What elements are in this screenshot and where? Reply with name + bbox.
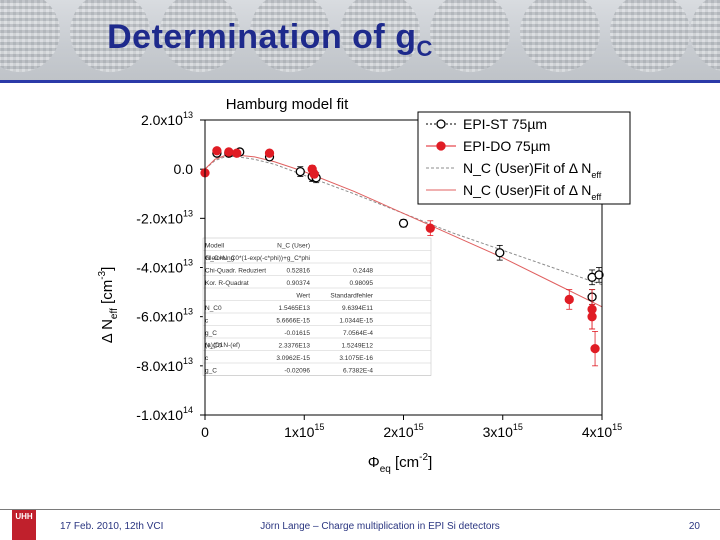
wafer-image (690, 0, 720, 72)
y-tick-label: -2.0x1013 (136, 208, 193, 226)
y-tick-label: -8.0x1013 (136, 356, 193, 374)
fit-table-cell: g_C (205, 330, 217, 337)
data-point-epi-do (590, 343, 600, 354)
legend-marker (436, 141, 446, 151)
legend-label: EPI-ST 75µm (463, 116, 547, 132)
legend-label: N_C (User)Fit of Δ Neff (463, 160, 602, 180)
fit-results-table: Modell N_C (User) GleichungN_C=N_C0*(1-exp… (202, 237, 432, 376)
fit-table-cell: g_C (205, 368, 217, 375)
fit-table-cell: Wert (296, 293, 310, 300)
data-point-epi-do (587, 312, 597, 322)
fit-table-cell: 6.7382E-4 (343, 368, 373, 375)
university-logo: UHH (12, 510, 36, 540)
y-tick-label: 2.0x1013 (141, 110, 193, 128)
data-point-epi-do (224, 147, 234, 157)
fit-table-cell: Gleichung (205, 255, 235, 262)
data-point-epi-do (232, 148, 242, 158)
fit-table-cell: N_C (User) (277, 243, 310, 250)
fit-table-cell: c (205, 318, 209, 325)
footer-divider (0, 509, 720, 510)
fit-table-cell: 1.5465E13 (279, 305, 311, 312)
data-point-epi-do (564, 294, 574, 305)
fit-table-cell: 3.0962E-15 (276, 355, 310, 362)
y-tick-label: -1.0x1014 (136, 405, 193, 423)
data-point-epi-st (594, 270, 604, 280)
fit-table-cell: 0.52816 (287, 268, 311, 275)
fit-table-cell: Modell (205, 243, 225, 250)
page-number: 20 (688, 521, 700, 532)
fit-table-cell: 3.1075E-16 (339, 355, 373, 362)
logo-text: UHH (15, 512, 33, 521)
y-tick-label: -6.0x1013 (136, 307, 193, 325)
data-point-epi-st (295, 166, 305, 177)
chart: Hamburg model fit 0 1x1015 2x1015 3x1015 4x1… (97, 96, 631, 475)
wafer-image (70, 0, 150, 72)
wafer-image (160, 0, 240, 72)
footer-talk-title: Jörn Lange – Charge multiplication in EP… (260, 521, 500, 532)
wafer-image (340, 0, 420, 72)
data-point-epi-do (425, 223, 435, 233)
fit-table-cell: 2.3376E13 (279, 343, 311, 350)
wafer-image (430, 0, 510, 72)
slide-title-text: Determination of g (107, 18, 417, 56)
data-point-epi-st (495, 248, 505, 258)
fit-table-cell: Chi-Quadr. Reduziert (205, 268, 266, 275)
y-tick-label: -4.0x1013 (136, 258, 193, 276)
fit-table-box (202, 237, 432, 376)
fit-table-cell: N_C=N_C0*(1-exp(-c*phi))+g_C*phi (206, 255, 310, 262)
fit-table-cell: 7.0564E-4 (343, 330, 373, 337)
fit-table-cell: -0.02096 (284, 368, 310, 375)
title-banner (0, 0, 720, 80)
data-point-epi-do (309, 169, 319, 179)
chart-title: Hamburg model fit (226, 96, 349, 113)
y-tick-label: 0.0 (174, 161, 194, 177)
fit-table-cell: 0.90374 (287, 280, 311, 287)
legend-label: N_C (User)Fit of Δ Neff (463, 182, 602, 202)
fit-table-row-label: (a)(D1N-(ef) (205, 342, 240, 349)
fit-table-cell: c (205, 355, 209, 362)
fit-curve (204, 155, 603, 286)
fit-table-cell: Kor. R-Quadrat (205, 280, 249, 287)
fit-table-cell: 9.6394E11 (342, 305, 373, 312)
title-divider (0, 80, 720, 83)
legend-label: EPI-DO 75µm (463, 138, 550, 154)
legend-box (417, 111, 631, 205)
fit-table-cell: -0.01615 (284, 330, 310, 337)
fit-table-cell: 1.5249E12 (342, 343, 374, 350)
footer-date: 17 Feb. 2010, 12th VCI (60, 521, 164, 532)
chart-legend: EPI-ST 75µm EPI-DO 75µm N_C (User)Fit of Δ… (417, 111, 631, 205)
fit-table-cell: 5.6666E-15 (276, 318, 310, 325)
legend-marker (436, 119, 446, 129)
x-tick-label: 1x1015 (284, 422, 324, 440)
slide-title-subscript: C (416, 35, 433, 61)
slide-title: Determination of gC (0, 18, 540, 62)
fit-table-cell: N_C0 (205, 343, 222, 350)
fit-table-cell: 0.2448 (353, 268, 373, 275)
data-point-epi-st (398, 218, 409, 228)
fit-table-cell: 1.0344E-15 (339, 318, 373, 325)
x-tick-label: 3x1015 (483, 422, 523, 440)
data-point-epi-do (264, 148, 275, 158)
fit-table-cell: Standardfehler (330, 293, 373, 300)
x-axis-label: Φeq [cm-2] (368, 452, 433, 475)
wafer-image (520, 0, 600, 72)
x-tick-label: 2x1015 (383, 422, 423, 440)
plot-frame (204, 119, 603, 416)
wafer-image (610, 0, 690, 72)
fit-table-cell: 0.98095 (350, 280, 374, 287)
wafer-image (250, 0, 330, 72)
y-axis-label: Δ Neff [cm-3] (97, 267, 120, 344)
x-tick-label: 4x1015 (582, 422, 622, 440)
x-tick-label: 0 (201, 424, 209, 440)
fit-table-cell: N_C0 (205, 305, 222, 312)
data-point-epi-do (212, 146, 222, 156)
